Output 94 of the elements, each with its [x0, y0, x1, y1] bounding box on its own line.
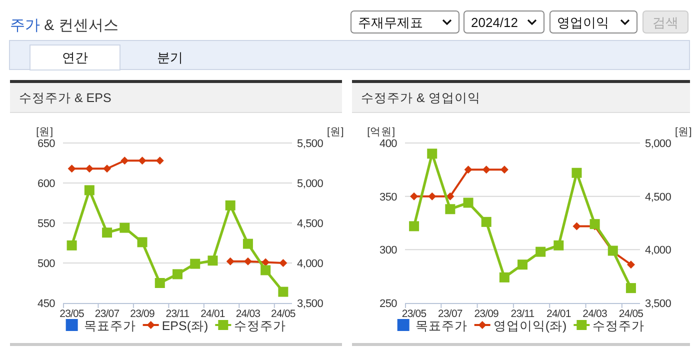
point — [138, 156, 146, 165]
point — [463, 198, 474, 208]
point — [500, 166, 508, 174]
y2-tick-label: 5,000 — [297, 178, 324, 190]
y2-tick-label: 5,500 — [297, 138, 324, 150]
text: 영업이익 — [557, 15, 609, 30]
x-tick-label: 24/05 — [618, 308, 644, 320]
point — [428, 192, 436, 200]
point — [172, 269, 182, 280]
point — [626, 260, 635, 269]
text: 2024/12 — [471, 15, 518, 30]
point — [84, 185, 94, 196]
y-tick-label: 250 — [380, 298, 398, 310]
y-tick-label: 350 — [380, 191, 398, 204]
point — [464, 166, 472, 174]
y2-tick-label: 3,500 — [645, 298, 672, 310]
text: 주가 & 컨센서스 — [10, 17, 118, 34]
chart-title: 수정주가 & EPS — [19, 91, 112, 105]
legend-label: 목표주가 — [84, 319, 136, 333]
legend-label: 수정주가 — [234, 319, 286, 333]
x-tick-label: 23/11 — [166, 308, 190, 320]
y-tick-label: 650 — [38, 138, 56, 150]
chart-title: 수정주가 & 영업이익 — [361, 91, 480, 105]
legend-label: 목표주가 — [415, 319, 468, 333]
x-tick-label: 24/05 — [271, 308, 296, 320]
y2-axis-title: [원] — [675, 126, 692, 138]
point — [481, 216, 492, 227]
point — [225, 200, 236, 210]
y-tick-label: 450 — [38, 298, 56, 310]
point — [446, 192, 454, 200]
y-tick-label: 500 — [38, 258, 56, 270]
point — [102, 228, 112, 238]
x-tick-label: 24/03 — [582, 308, 608, 320]
point — [278, 286, 288, 297]
text: 주재무제표 — [358, 15, 423, 30]
point — [554, 240, 564, 250]
x-tick-label: 24/01 — [200, 308, 226, 320]
y2-tick-label: 4,500 — [297, 218, 324, 230]
legend-label: 수정주가 — [592, 319, 645, 333]
point — [226, 257, 234, 266]
point — [536, 246, 546, 257]
y-tick-label: 400 — [380, 138, 398, 150]
point — [190, 258, 200, 269]
text: 분기 — [157, 50, 183, 65]
point — [445, 204, 456, 214]
point — [499, 272, 510, 282]
point — [626, 283, 636, 294]
x-tick-label: 24/01 — [546, 308, 572, 320]
point — [572, 222, 581, 230]
point — [154, 278, 165, 288]
x-tick-label: 23/09 — [474, 308, 500, 320]
point — [244, 257, 252, 266]
point — [137, 237, 148, 248]
point — [242, 238, 253, 249]
point — [518, 260, 528, 270]
y-axis-title: [억원] — [367, 126, 396, 138]
point — [208, 256, 218, 266]
point — [103, 164, 112, 173]
point — [427, 148, 438, 159]
point — [410, 192, 418, 200]
x-tick-label: 23/07 — [438, 308, 463, 320]
point — [68, 164, 76, 173]
point — [156, 156, 164, 165]
legend-label: 영업이익(좌) — [493, 319, 567, 333]
point — [120, 222, 130, 233]
x-tick-label: 23/05 — [402, 308, 427, 320]
x-tick-label: 23/11 — [510, 308, 535, 320]
y2-tick-label: 4,000 — [645, 244, 672, 257]
y2-tick-label: 4,000 — [297, 258, 324, 270]
x-tick-label: 23/07 — [94, 308, 120, 320]
point — [85, 164, 94, 173]
y2-tick-label: 4,500 — [645, 191, 672, 204]
point — [279, 259, 288, 267]
x-tick-label: 24/03 — [236, 308, 261, 320]
point — [262, 258, 270, 266]
y-tick-label: 600 — [38, 178, 56, 190]
legend-label: EPS(좌) — [162, 319, 208, 333]
y-axis-title: [원] — [36, 126, 54, 138]
y-tick-label: 550 — [38, 218, 56, 230]
point — [66, 240, 77, 250]
point — [572, 168, 582, 178]
x-tick-label: 23/05 — [60, 308, 85, 320]
y2-tick-label: 5,000 — [645, 138, 672, 150]
point — [260, 265, 271, 276]
point — [409, 221, 420, 232]
y2-tick-label: 3,500 — [297, 298, 324, 310]
y-tick-label: 300 — [380, 244, 398, 257]
point — [482, 166, 490, 174]
x-tick-label: 23/09 — [130, 308, 155, 320]
y2-axis-title: [원] — [327, 126, 344, 138]
point — [120, 156, 129, 165]
text: 검색 — [652, 15, 678, 30]
point — [590, 219, 600, 230]
text: 연간 — [62, 50, 88, 65]
